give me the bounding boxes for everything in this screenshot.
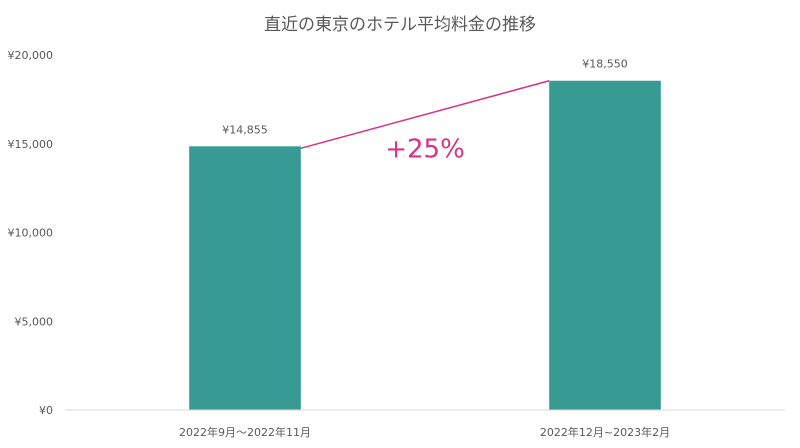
connector-line bbox=[300, 80, 550, 150]
annotation: +25% bbox=[300, 80, 550, 165]
y-tick-label: ¥10,000 bbox=[8, 227, 54, 240]
x-tick-label: 2022年12月~2023年2月 bbox=[540, 425, 670, 439]
bar bbox=[189, 146, 301, 411]
y-axis: ¥0 ¥5,000 ¥10,000 ¥15,000 ¥20,000 bbox=[8, 49, 54, 417]
change-annotation: +25% bbox=[385, 135, 465, 165]
x-axis: 2022年9月～2022年11月 2022年12月~2023年2月 bbox=[65, 409, 785, 439]
bar bbox=[549, 80, 661, 411]
y-tick-label: ¥0 bbox=[39, 404, 53, 417]
x-tick-label: 2022年9月～2022年11月 bbox=[179, 425, 311, 439]
data-label: ¥14,855 bbox=[222, 123, 268, 136]
y-tick-label: ¥20,000 bbox=[8, 49, 54, 62]
data-label: ¥18,550 bbox=[582, 58, 628, 71]
chart-title: 直近の東京のホテル平均料金の推移 bbox=[264, 15, 536, 35]
y-tick-label: ¥5,000 bbox=[15, 315, 54, 328]
y-tick-label: ¥15,000 bbox=[8, 138, 54, 151]
bars: ¥14,855 ¥18,550 bbox=[189, 58, 661, 411]
